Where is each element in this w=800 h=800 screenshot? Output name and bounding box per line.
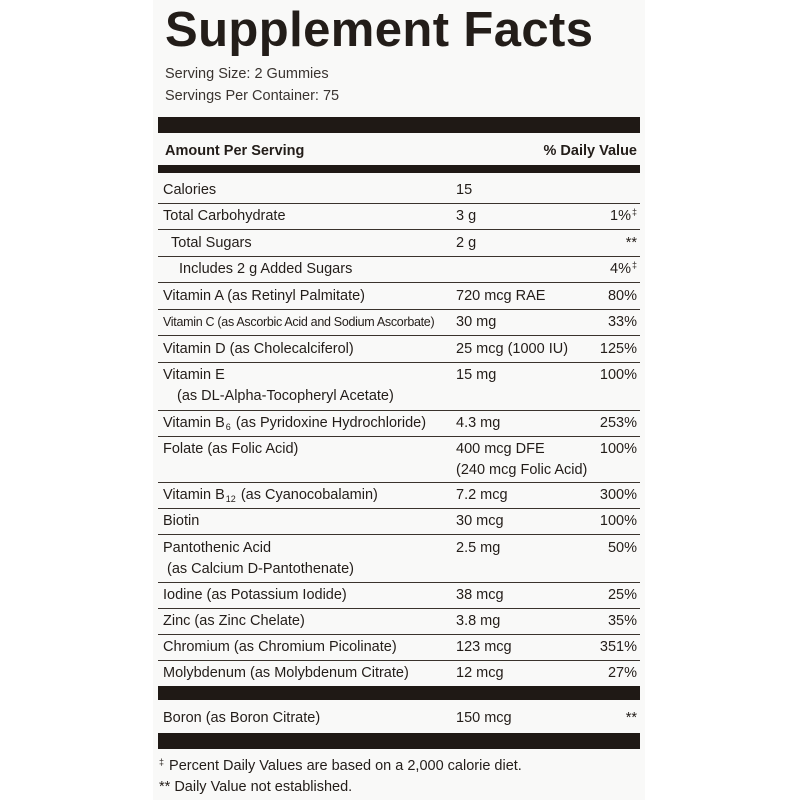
nutrient-dv: ** (625, 710, 637, 726)
nutrient-amount: 15 mg (456, 367, 497, 383)
nutrient-name: Chromium (as Chromium Picolinate) (163, 639, 397, 655)
thick-divider-bottom (158, 733, 640, 749)
row-divider (158, 436, 640, 437)
nutrient-name: Total Sugars (171, 235, 252, 251)
nutrient-dv: 27% (607, 665, 637, 681)
row-divider (158, 335, 640, 336)
nutrient-amount: 30 mg (456, 314, 497, 330)
row-divider (158, 634, 640, 635)
nutrient-amount: 38 mcg (456, 587, 504, 603)
nutrient-name: Vitamin B12 (as Cyanocobalamin) (163, 487, 378, 504)
nutrient-amount: 25 mcg (1000 IU) (456, 341, 569, 357)
nutrient-amount: 30 mcg (456, 513, 504, 529)
nutrient-name: Total Carbohydrate (163, 208, 286, 224)
nutrient-dv: 50% (607, 540, 637, 556)
nutrient-dv: 125% (599, 341, 637, 357)
nutrient-amount: 15 (456, 182, 473, 198)
nutrient-amount: 123 mcg (456, 639, 512, 655)
nutrient-amount: 150 mcg (456, 710, 512, 726)
nutrient-amount: 2 g (456, 235, 477, 251)
nutrient-dv: 100% (599, 441, 637, 457)
nutrient-amount: 12 mcg (456, 665, 504, 681)
thick-divider-boron (158, 686, 640, 700)
nutrient-amount: 3.8 mg (456, 613, 501, 629)
nutrient-dv: 25% (607, 587, 637, 603)
nutrient-name: Boron (as Boron Citrate) (163, 710, 321, 726)
nutrient-amount: 3 g (456, 208, 477, 224)
nutrient-dv: ** (625, 235, 637, 251)
nutrient-name: Iodine (as Potassium Iodide) (163, 587, 347, 603)
nutrient-dv: 35% (607, 613, 637, 629)
row-divider (158, 582, 640, 583)
nutrient-dv: 1%‡ (610, 207, 637, 224)
row-divider (158, 508, 640, 509)
nutrient-dv: 80% (607, 288, 637, 304)
row-divider (158, 362, 640, 363)
nutrient-dv: 4%‡ (610, 260, 637, 277)
nutrient-amount: 400 mcg DFE (456, 441, 545, 457)
nutrient-dv: 253% (599, 415, 637, 431)
nutrient-amount: 2.5 mg (456, 540, 501, 556)
nutrient-name: Vitamin E (163, 367, 225, 383)
serving-size: Serving Size: 2 Gummies (165, 66, 329, 82)
nutrient-dv: 300% (599, 487, 637, 503)
nutrient-dv: 351% (599, 639, 637, 655)
row-divider (158, 608, 640, 609)
nutrient-name: Pantothenic Acid (163, 540, 272, 556)
nutrient-name: Calories (163, 182, 217, 198)
nutrient-name: Vitamin A (as Retinyl Palmitate) (163, 288, 366, 304)
row-divider (158, 410, 640, 411)
nutrient-name: Vitamin B6 (as Pyridoxine Hydrochloride) (163, 415, 427, 432)
row-divider (158, 660, 640, 661)
nutrient-amount: 7.2 mcg (456, 487, 508, 503)
footnote-dv-not-established: ** Daily Value not established. (159, 779, 353, 795)
nutrient-name: Zinc (as Zinc Chelate) (163, 613, 305, 629)
daily-value-header: % Daily Value (543, 143, 638, 159)
nutrient-name: Vitamin C (as Ascorbic Acid and Sodium A… (163, 315, 435, 329)
nutrient-dv: 33% (607, 314, 637, 330)
thick-divider-top (158, 117, 640, 133)
row-divider (158, 203, 640, 204)
nutrient-name: Biotin (163, 513, 200, 529)
nutrient-name: Vitamin D (as Cholecalciferol) (163, 341, 354, 357)
row-divider (158, 482, 640, 483)
nutrient-name: Folate (as Folic Acid) (163, 441, 299, 457)
divider-under-header (158, 165, 640, 173)
row-divider (158, 256, 640, 257)
panel-title: Supplement Facts (165, 3, 594, 57)
footnote-percent-dv: ‡ Percent Daily Values are based on a 2,… (159, 757, 522, 774)
nutrient-dv: 100% (599, 513, 637, 529)
amount-per-serving-header: Amount Per Serving (165, 143, 305, 159)
nutrient-name: Molybdenum (as Molybdenum Citrate) (163, 665, 409, 681)
servings-per-container: Servings Per Container: 75 (165, 88, 340, 104)
supplement-facts-panel: Supplement Facts Serving Size: 2 Gummies… (153, 0, 645, 800)
nutrient-dv: 100% (599, 367, 637, 383)
nutrient-amount: 720 mcg RAE (456, 288, 546, 304)
nutrient-amount-line2: (240 mcg Folic Acid) (456, 462, 588, 478)
row-divider (158, 229, 640, 230)
nutrient-name-line2: (as DL-Alpha-Tocopheryl Acetate) (177, 388, 394, 404)
nutrient-name: Includes 2 g Added Sugars (179, 261, 353, 277)
row-divider (158, 282, 640, 283)
row-divider (158, 309, 640, 310)
nutrient-amount: 4.3 mg (456, 415, 501, 431)
nutrient-name-line2: (as Calcium D-Pantothenate) (167, 561, 354, 577)
row-divider (158, 534, 640, 535)
